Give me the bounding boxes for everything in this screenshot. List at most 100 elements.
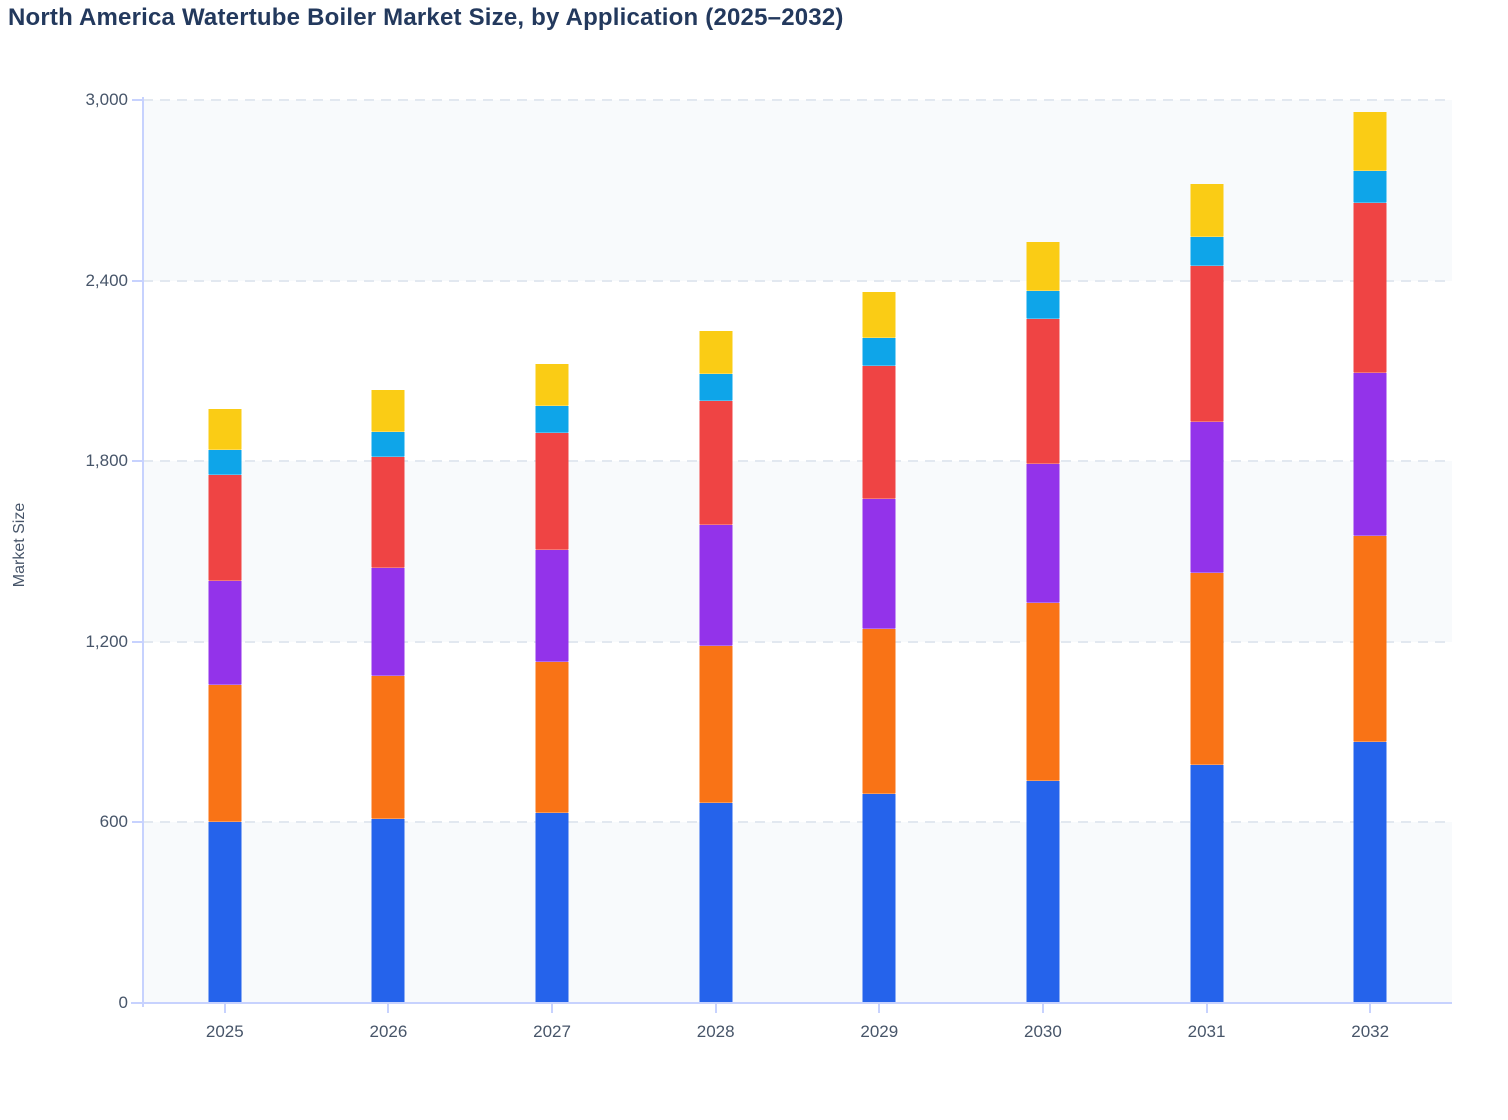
x-tick (714, 1004, 717, 1013)
bar-segment-segment-2-orange[interactable] (1026, 602, 1060, 782)
x-tick (551, 1004, 554, 1013)
bar-segment-segment-6-yellow[interactable] (1353, 112, 1387, 172)
bar-segment-segment-3-purple[interactable] (1190, 421, 1224, 574)
plot-band (143, 461, 1452, 642)
x-tick (1041, 1004, 1044, 1013)
bar-2029[interactable] (862, 100, 896, 1003)
plot-band (143, 280, 1452, 462)
bar-2031[interactable] (1190, 100, 1224, 1003)
bar-2030[interactable] (1026, 100, 1060, 1003)
y-tick-label: 3,000 (85, 90, 128, 109)
bar-segment-segment-6-yellow[interactable] (535, 363, 569, 407)
bar-segment-segment-3-purple[interactable] (1026, 463, 1060, 603)
bar-segment-segment-2-orange[interactable] (699, 645, 733, 803)
x-tick-label: 2029 (860, 1022, 899, 1041)
x-tick (223, 1004, 226, 1013)
x-tick-label: 2032 (1351, 1022, 1390, 1041)
bar-segment-segment-4-red[interactable] (535, 432, 569, 550)
gridline (143, 460, 1452, 463)
bar-2027[interactable] (535, 100, 569, 1003)
bar-segment-segment-4-red[interactable] (208, 475, 242, 581)
bar-segment-segment-6-yellow[interactable] (1026, 241, 1060, 291)
bar-segment-segment-2-orange[interactable] (862, 628, 896, 794)
bar-segment-segment-5-skyblue[interactable] (535, 406, 569, 433)
x-tick (1369, 1004, 1372, 1013)
x-tick (1205, 1004, 1208, 1013)
bar-segment-segment-4-red[interactable] (862, 365, 896, 499)
bar-segment-segment-2-orange[interactable] (1190, 573, 1224, 765)
y-tick-label: 1,200 (85, 631, 128, 651)
y-axis-title: Market Size (11, 502, 28, 588)
bar-segment-segment-2-orange[interactable] (208, 685, 242, 823)
bar-segment-segment-1-blue[interactable] (208, 822, 242, 1003)
gridline (143, 279, 1452, 282)
y-tick (132, 460, 143, 463)
y-tick-label: 600 (99, 812, 128, 832)
bar-2026[interactable] (371, 100, 405, 1003)
plot-band (143, 641, 1452, 823)
bar-segment-segment-6-yellow[interactable] (1190, 184, 1224, 237)
bar-segment-segment-3-purple[interactable] (371, 567, 405, 676)
bar-segment-segment-5-skyblue[interactable] (208, 449, 242, 476)
bar-segment-segment-1-blue[interactable] (535, 812, 569, 1003)
bar-segment-segment-5-skyblue[interactable] (1026, 290, 1060, 320)
plot-band (143, 100, 1452, 281)
bar-segment-segment-6-yellow[interactable] (862, 292, 896, 338)
bar-2028[interactable] (699, 100, 733, 1003)
y-axis-line (142, 97, 144, 1007)
bar-segment-segment-5-skyblue[interactable] (699, 373, 733, 402)
plot-band (143, 822, 1452, 1003)
bar-segment-segment-4-red[interactable] (1026, 319, 1060, 464)
x-tick-label: 2031 (1187, 1022, 1226, 1041)
bar-segment-segment-5-skyblue[interactable] (1353, 171, 1387, 204)
bar-segment-segment-5-skyblue[interactable] (1190, 236, 1224, 267)
y-tick-label: 2,400 (85, 270, 128, 290)
x-tick-label: 2026 (369, 1022, 408, 1041)
bar-segment-segment-1-blue[interactable] (699, 802, 733, 1003)
bar-segment-segment-2-orange[interactable] (1353, 536, 1387, 743)
bar-segment-segment-1-blue[interactable] (1190, 764, 1224, 1003)
x-tick (387, 1004, 390, 1013)
bar-2032[interactable] (1353, 100, 1387, 1003)
bar-segment-segment-5-skyblue[interactable] (862, 337, 896, 366)
bar-segment-segment-3-purple[interactable] (208, 580, 242, 686)
bar-segment-segment-6-yellow[interactable] (699, 331, 733, 374)
y-tick (132, 279, 143, 282)
bar-segment-segment-3-purple[interactable] (535, 550, 569, 663)
bar-segment-segment-4-red[interactable] (1190, 266, 1224, 422)
bar-segment-segment-5-skyblue[interactable] (371, 431, 405, 458)
bar-segment-segment-1-blue[interactable] (1353, 742, 1387, 1003)
bar-segment-segment-1-blue[interactable] (862, 793, 896, 1003)
y-tick-label: 1,800 (85, 451, 128, 471)
bar-segment-segment-2-orange[interactable] (371, 675, 405, 820)
bar-segment-segment-4-red[interactable] (699, 401, 733, 526)
bar-segment-segment-3-purple[interactable] (862, 498, 896, 629)
gridline (143, 640, 1452, 643)
bar-segment-segment-4-red[interactable] (1353, 203, 1387, 374)
x-tick-label: 2030 (1024, 1022, 1062, 1041)
x-tick (878, 1004, 881, 1013)
bar-segment-segment-6-yellow[interactable] (208, 409, 242, 450)
bar-segment-segment-2-orange[interactable] (535, 662, 569, 813)
plot-area (143, 99, 1452, 1003)
bar-2025[interactable] (208, 100, 242, 1003)
y-tick-label: 0 (118, 993, 128, 1012)
gridline (143, 99, 1452, 101)
x-tick-label: 2025 (205, 1022, 244, 1041)
chart-title: North America Watertube Boiler Market Si… (8, 4, 844, 31)
x-axis-line (131, 1002, 1452, 1004)
x-tick-label: 2027 (533, 1022, 571, 1041)
bar-segment-segment-4-red[interactable] (371, 457, 405, 568)
bar-segment-segment-3-purple[interactable] (699, 525, 733, 646)
x-tick-label: 2028 (696, 1022, 735, 1041)
bar-segment-segment-3-purple[interactable] (1353, 373, 1387, 537)
y-tick (132, 99, 143, 101)
bar-segment-segment-6-yellow[interactable] (371, 389, 405, 432)
y-tick (132, 1002, 143, 1004)
gridline (143, 821, 1452, 824)
y-tick (132, 640, 143, 643)
y-tick (132, 821, 143, 824)
bar-segment-segment-1-blue[interactable] (371, 819, 405, 1003)
bar-segment-segment-1-blue[interactable] (1026, 781, 1060, 1003)
